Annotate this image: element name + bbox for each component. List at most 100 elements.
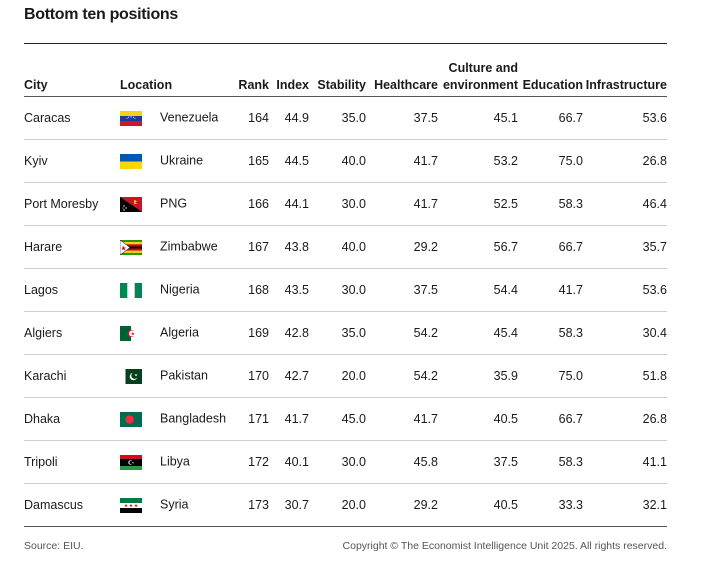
cell-index: 44.9 [269, 96, 309, 140]
cell-culture: 40.5 [438, 483, 518, 527]
cell-infrastructure: 51.8 [583, 354, 667, 398]
cell-stability: 40.0 [309, 139, 366, 183]
cell-infrastructure: 46.4 [583, 182, 667, 226]
pakistan-flag-icon [120, 368, 142, 384]
table-row: Port Moresby PNG 166 44.1 30.0 41.7 52.5 58.3 46… [24, 182, 667, 226]
cell-index: 42.8 [269, 311, 309, 355]
top-divider [24, 43, 667, 44]
col-header-stability: Stability [309, 54, 366, 97]
cell-index: 43.8 [269, 225, 309, 269]
bangladesh-flag-icon [120, 411, 142, 427]
col-header-index: Index [269, 54, 309, 97]
col-header-culture-line2: environment [442, 78, 518, 92]
cell-infrastructure: 26.8 [583, 139, 667, 183]
table-row: Tripoli Libya 172 40.1 30.0 45.8 37.5 58.3 41.1 [24, 440, 667, 484]
cell-healthcare: 37.5 [366, 96, 438, 140]
col-header-healthcare: Healthcare [366, 54, 438, 97]
table-row: Dhaka Bangladesh 171 41.7 45.0 41.7 40.5 66.7 26… [24, 397, 667, 441]
cell-infrastructure: 53.6 [583, 268, 667, 312]
venezuela-flag-icon [120, 110, 142, 126]
location-name: Ukraine [160, 154, 204, 169]
cell-city: Port Moresby [24, 182, 120, 226]
algeria-flag-icon [120, 325, 142, 341]
cell-education: 58.3 [518, 440, 583, 484]
cell-city: Kyiv [24, 139, 120, 183]
cell-rank: 173 [230, 483, 269, 527]
png-flag-icon [120, 196, 142, 212]
table-row: Damascus Syria 173 30.7 20.0 29.2 40.5 33.3 32.1 [24, 483, 667, 527]
location-name: Venezuela [160, 111, 219, 126]
cell-location: Venezuela [120, 96, 230, 140]
cell-education: 66.7 [518, 397, 583, 441]
cell-stability: 35.0 [309, 311, 366, 355]
cell-stability: 30.0 [309, 268, 366, 312]
cell-index: 40.1 [269, 440, 309, 484]
cell-index: 30.7 [269, 483, 309, 527]
cell-location: Libya [120, 440, 230, 484]
cell-location: Algeria [120, 311, 230, 355]
cell-city: Harare [24, 225, 120, 269]
cell-stability: 45.0 [309, 397, 366, 441]
cell-rank: 167 [230, 225, 269, 269]
col-header-location: Location [120, 54, 230, 97]
cell-rank: 169 [230, 311, 269, 355]
cell-infrastructure: 35.7 [583, 225, 667, 269]
cell-infrastructure: 53.6 [583, 96, 667, 140]
zimbabwe-flag-icon [120, 239, 142, 255]
cell-city: Karachi [24, 354, 120, 398]
source-note: Source: EIU. [24, 540, 84, 552]
table-row: Algiers Algeria 169 42.8 35.0 54.2 45.4 58.3 30.… [24, 311, 667, 355]
location-name: Libya [160, 455, 190, 470]
nigeria-flag-icon [120, 282, 142, 298]
cell-education: 58.3 [518, 182, 583, 226]
libya-flag-icon [120, 454, 142, 470]
cell-location: Pakistan [120, 354, 230, 398]
cell-culture: 35.9 [438, 354, 518, 398]
cell-infrastructure: 41.1 [583, 440, 667, 484]
cell-education: 41.7 [518, 268, 583, 312]
cell-healthcare: 37.5 [366, 268, 438, 312]
cell-education: 75.0 [518, 139, 583, 183]
cell-rank: 165 [230, 139, 269, 183]
cell-index: 41.7 [269, 397, 309, 441]
cell-rank: 171 [230, 397, 269, 441]
cell-location: PNG [120, 182, 230, 226]
copyright-note: Copyright © The Economist Intelligence U… [342, 540, 667, 552]
cell-healthcare: 45.8 [366, 440, 438, 484]
cell-stability: 20.0 [309, 354, 366, 398]
cell-culture: 56.7 [438, 225, 518, 269]
cell-location: Nigeria [120, 268, 230, 312]
cell-education: 75.0 [518, 354, 583, 398]
table-row: Caracas Venezuela 164 44.9 35.0 37.5 45.1 66.7 5… [24, 96, 667, 140]
cell-stability: 30.0 [309, 440, 366, 484]
table-row: Karachi Pakistan 170 42.7 20.0 54.2 35.9 75.0 51… [24, 354, 667, 398]
cell-location: Zimbabwe [120, 225, 230, 269]
cell-culture: 52.5 [438, 182, 518, 226]
cell-education: 33.3 [518, 483, 583, 527]
col-header-rank: Rank [230, 54, 269, 97]
cell-rank: 170 [230, 354, 269, 398]
col-header-education: Education [518, 54, 583, 97]
cell-city: Lagos [24, 268, 120, 312]
location-name: Bangladesh [160, 412, 227, 427]
location-name: Syria [160, 498, 189, 513]
page-title: Bottom ten positions [24, 6, 178, 23]
table-row: Kyiv Ukraine 165 44.5 40.0 41.7 53.2 75.0 26.8 [24, 139, 667, 183]
cell-healthcare: 41.7 [366, 397, 438, 441]
cell-infrastructure: 30.4 [583, 311, 667, 355]
col-header-city: City [24, 54, 120, 97]
table-row: Harare Zimbabwe 167 43.8 40.0 29.2 56.7 66.7 35.… [24, 225, 667, 269]
cell-location: Bangladesh [120, 397, 230, 441]
cell-culture: 45.4 [438, 311, 518, 355]
cell-healthcare: 29.2 [366, 483, 438, 527]
cell-index: 43.5 [269, 268, 309, 312]
cell-location: Syria [120, 483, 230, 527]
cell-rank: 164 [230, 96, 269, 140]
cell-culture: 45.1 [438, 96, 518, 140]
cell-city: Tripoli [24, 440, 120, 484]
table-row: Lagos Nigeria 168 43.5 30.0 37.5 54.4 41.7 53.6 [24, 268, 667, 312]
cell-education: 58.3 [518, 311, 583, 355]
cell-city: Caracas [24, 96, 120, 140]
cell-culture: 40.5 [438, 397, 518, 441]
cell-city: Algiers [24, 311, 120, 355]
